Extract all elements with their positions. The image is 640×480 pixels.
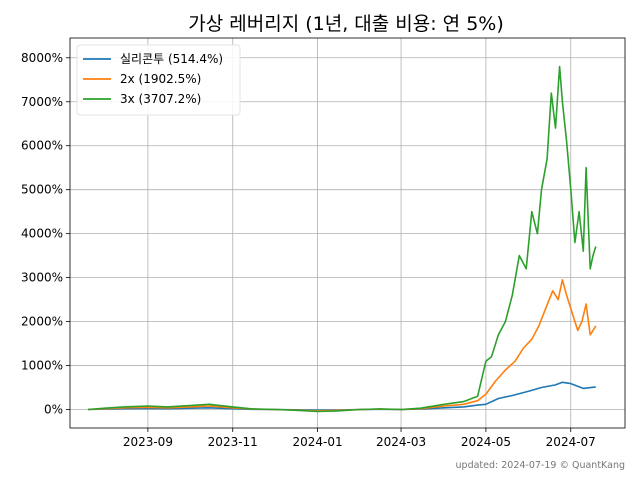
x-tick-label: 2024-01 [293,435,343,449]
y-tick-label: 3000% [21,271,63,285]
x-tick-label: 2023-11 [208,435,258,449]
y-tick-label: 4000% [21,227,63,241]
y-tick-label: 2000% [21,315,63,329]
plot-area-frame [69,37,626,429]
y-tick-label: 7000% [21,95,63,109]
series-line-3 [88,65,597,413]
legend-label: 실리콘투 (514.4%) [120,52,223,66]
x-tick-label: 2024-05 [461,435,511,449]
legend-box [76,44,241,116]
series-line-2 [88,278,597,412]
x-axis-ticks: 2023-09 2023-11 2024-01 2024-03 2024-05 2024-… [123,428,596,449]
footer-credit: updated: 2024-07-19 © QuantKang [456,460,625,471]
y-axis-ticks: 0% 1000% 2000% 3000% 4000% 5000% 6000% 7000% 800… [21,51,70,417]
x-tick-label: 2024-03 [376,435,426,449]
y-tick-label: 0% [44,403,63,417]
legend-label: 3x (3707.2%) [120,92,201,106]
x-tick-label: 2023-09 [123,435,173,449]
grid-lines [70,38,625,428]
series-lines [88,65,597,413]
y-tick-label: 8000% [21,51,63,65]
legend: 실리콘투 (514.4%) 2x (1902.5%) 3x (3707.2%) [76,44,241,116]
y-tick-label: 6000% [21,139,63,153]
y-tick-label: 5000% [21,183,63,197]
y-tick-label: 1000% [21,359,63,373]
x-tick-label: 2024-07 [546,435,596,449]
chart-title: 가상 레버리지 (1년, 대출 비용: 연 5%) [188,13,504,35]
legend-label: 2x (1902.5%) [120,72,201,86]
